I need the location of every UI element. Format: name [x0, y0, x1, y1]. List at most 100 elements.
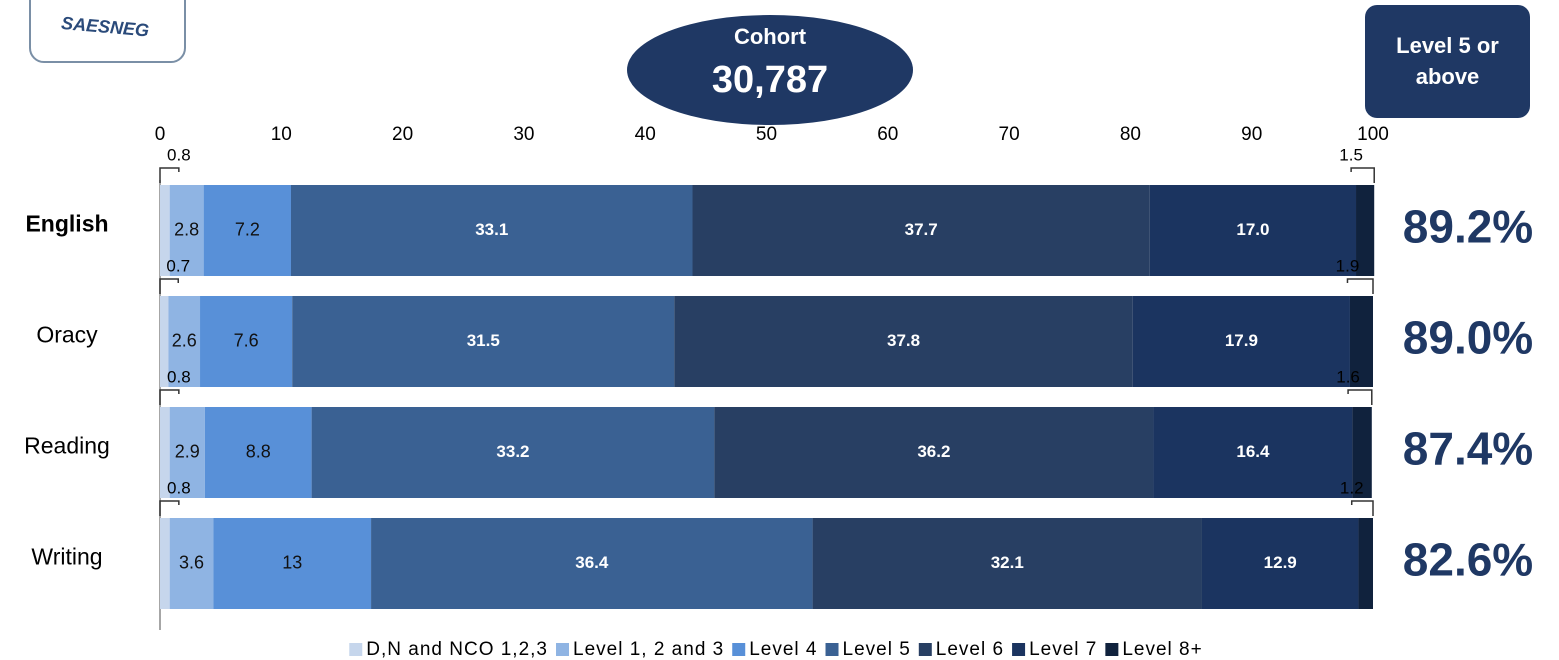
value-label: 37.8: [887, 331, 920, 350]
value-label: 1.6: [1336, 367, 1360, 386]
category-label: Oracy: [36, 322, 98, 348]
value-label: 8.8: [246, 441, 271, 461]
value-label: 1.2: [1340, 478, 1364, 497]
x-tick-label: 50: [756, 124, 777, 145]
bar-segment: [1358, 518, 1373, 609]
label-bracket: [159, 167, 180, 183]
bar-segment: [291, 185, 693, 276]
label-bracket: [1350, 167, 1375, 183]
x-tick-label: 0: [155, 124, 166, 145]
x-tick-label: 10: [271, 124, 292, 145]
legend-label: Level 4: [749, 639, 817, 660]
legend-swatch: [732, 643, 746, 656]
legend-swatch: [349, 643, 363, 656]
x-tick-label: 80: [1120, 124, 1141, 145]
value-label: 0.7: [166, 256, 190, 275]
bar-segment: [1132, 296, 1350, 387]
legend-label: D,N and NCO 1,2,3: [366, 639, 548, 660]
value-label: 0.8: [167, 478, 191, 497]
summary-value: 87.4%: [1403, 423, 1533, 475]
value-label: 3.6: [179, 552, 204, 572]
cohort-badge: [627, 15, 913, 125]
bar-segment: [1149, 185, 1357, 276]
bar-segment: [160, 518, 170, 609]
bar-segment: [1349, 296, 1373, 387]
value-label: 33.2: [496, 442, 529, 461]
x-tick-label: 60: [877, 124, 898, 145]
x-tick-label: 90: [1241, 124, 1262, 145]
legend-swatch: [825, 643, 839, 656]
summary-value: 89.2%: [1403, 201, 1533, 253]
x-tick-label: 70: [999, 124, 1020, 145]
value-label: 12.9: [1264, 553, 1297, 572]
value-label: 7.6: [234, 330, 259, 350]
logo-box: [29, 0, 186, 63]
value-label: 2.8: [174, 219, 199, 239]
value-label: 32.1: [991, 553, 1024, 572]
value-label: 2.6: [172, 330, 197, 350]
summary-value: 89.0%: [1403, 312, 1533, 364]
bar-segment: [1352, 407, 1372, 498]
category-label: Reading: [24, 433, 110, 459]
label-bracket: [159, 389, 180, 405]
value-label: 36.4: [575, 553, 609, 572]
x-tick-label: 20: [392, 124, 413, 145]
summary-header: Level 5 or above: [1396, 32, 1499, 89]
value-label: 37.7: [905, 220, 938, 239]
x-tick-label: 40: [635, 124, 656, 145]
legend-swatch: [1012, 643, 1026, 656]
legend-swatch: [556, 643, 570, 656]
legend-swatch: [1105, 643, 1119, 656]
legend-label: Level 1, 2 and 3: [573, 639, 724, 660]
label-bracket: [1350, 500, 1374, 516]
value-label: 13: [282, 552, 302, 572]
label-bracket: [159, 500, 180, 516]
legend-label: Level 8+: [1122, 639, 1202, 660]
value-label: 36.2: [917, 442, 950, 461]
bar-segment: [1201, 518, 1359, 609]
value-label: 0.8: [167, 145, 191, 164]
value-label: 33.1: [475, 220, 508, 239]
label-bracket: [1346, 278, 1374, 294]
summary-value: 82.6%: [1403, 534, 1533, 586]
bar-segment: [200, 296, 293, 387]
bar-segment: [169, 407, 205, 498]
bar-segment: [1153, 407, 1353, 498]
legend-label: Level 6: [936, 639, 1004, 660]
value-label: 7.2: [235, 219, 260, 239]
bar-segment: [204, 407, 312, 498]
bar-segment: [160, 185, 170, 276]
category-label: English: [25, 211, 108, 237]
value-label: 2.9: [175, 441, 200, 461]
bar-segment: [203, 185, 292, 276]
bar-segment: [160, 296, 169, 387]
bar-segment: [160, 407, 170, 498]
value-label: 16.4: [1236, 442, 1270, 461]
bar-segment: [714, 407, 1154, 498]
summary-header-wrap: Level 5 or above: [1396, 32, 1499, 89]
bar-segment: [674, 296, 1133, 387]
x-tick-label: 100: [1357, 124, 1389, 145]
bar-segment: [169, 185, 204, 276]
bar-segment: [169, 518, 214, 609]
bar-segment: [812, 518, 1202, 609]
label-bracket: [1347, 389, 1373, 405]
legend-swatch: [918, 643, 932, 656]
bar-segment: [213, 518, 372, 609]
cohort-label: Cohort: [734, 24, 807, 49]
value-label: 17.0: [1236, 220, 1269, 239]
bar-segment: [168, 296, 201, 387]
category-label: Writing: [31, 544, 102, 570]
cohort-value: 30,787: [712, 59, 828, 101]
bar-segment: [1356, 185, 1375, 276]
legend-label: Level 5: [843, 639, 911, 660]
value-label: 17.9: [1225, 331, 1258, 350]
bar-segment: [292, 296, 675, 387]
bar-segment: [371, 518, 813, 609]
value-label: 0.8: [167, 367, 191, 386]
legend-label: Level 7: [1029, 639, 1097, 660]
x-tick-label: 30: [513, 124, 534, 145]
summary-header-box: [1365, 5, 1530, 118]
